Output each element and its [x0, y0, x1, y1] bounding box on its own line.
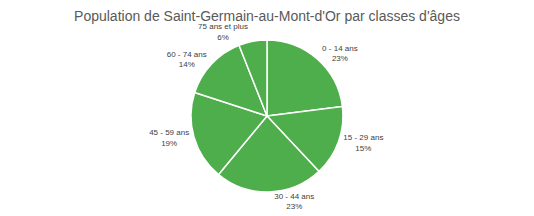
svg-text:0 - 14 ans23%: 0 - 14 ans23% — [322, 44, 358, 63]
svg-text:Population de Saint-Germain-au: Population de Saint-Germain-au-Mont-d'Or… — [74, 8, 460, 24]
svg-text:45 - 59 ans19%: 45 - 59 ans19% — [149, 128, 189, 147]
svg-text:15 - 29 ans15%: 15 - 29 ans15% — [343, 133, 383, 152]
svg-text:75 ans et plus6%: 75 ans et plus6% — [198, 22, 248, 41]
svg-text:60 - 74 ans14%: 60 - 74 ans14% — [167, 50, 207, 69]
svg-text:30 - 44 ans23%: 30 - 44 ans23% — [274, 192, 314, 211]
